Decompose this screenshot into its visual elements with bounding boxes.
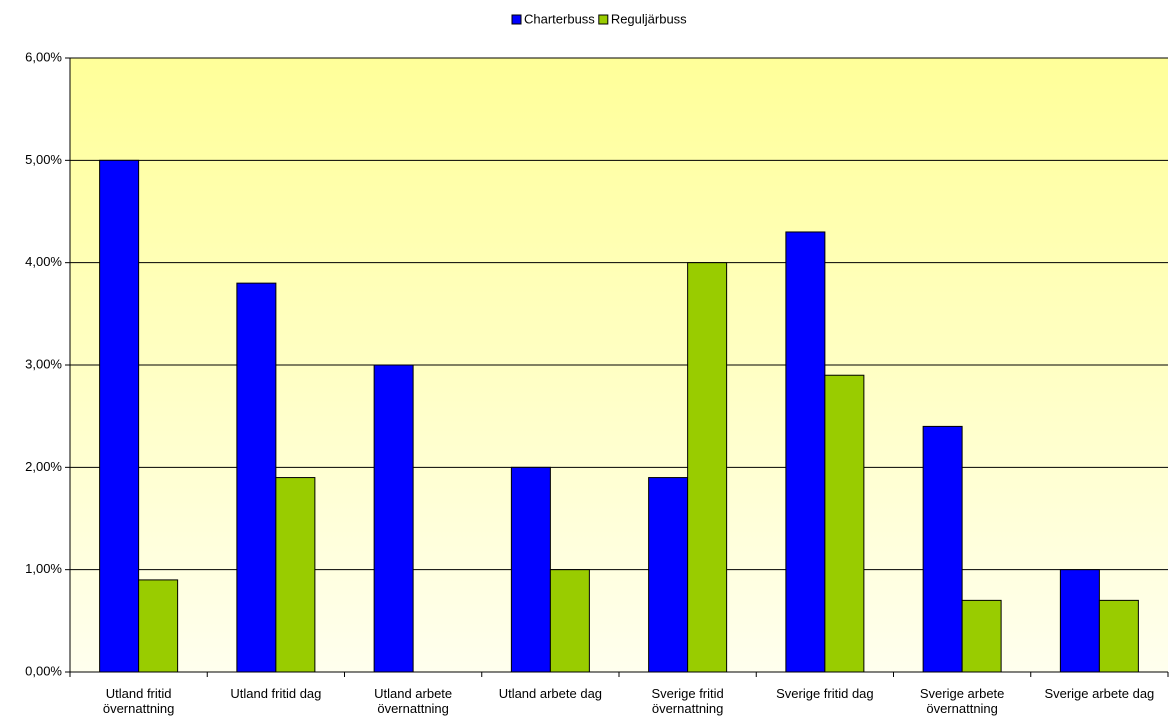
x-tick-label: Sverige arbete övernattning	[919, 686, 1005, 716]
bar	[549, 569, 590, 673]
bar	[961, 599, 1002, 673]
legend-swatch	[511, 14, 522, 25]
bar	[922, 425, 963, 673]
y-tick-label: 2,00%	[25, 459, 62, 474]
legend-label: Reguljärbuss	[611, 11, 687, 26]
bar	[236, 282, 277, 673]
legend-label: Charterbuss	[524, 11, 595, 26]
x-tick-label: Sverige fritid dag	[776, 686, 874, 701]
legend-swatch	[598, 14, 609, 25]
bar	[275, 477, 316, 673]
bar	[138, 579, 179, 673]
y-tick-label: 6,00%	[25, 49, 62, 64]
x-tick-label: Sverige arbete dag	[1044, 686, 1155, 701]
x-tick-label: Sverige fritid övernattning	[651, 686, 724, 716]
y-tick-label: 1,00%	[25, 561, 62, 576]
bar	[1098, 599, 1139, 673]
x-tick-label: Utland fritid dag	[230, 686, 322, 701]
bar	[373, 364, 414, 673]
bar	[1059, 569, 1100, 673]
y-tick-label: 4,00%	[25, 254, 62, 269]
bar	[648, 477, 689, 673]
bar	[687, 262, 728, 673]
bar	[510, 466, 551, 673]
bar	[785, 231, 826, 673]
bar	[99, 159, 140, 673]
y-tick-label: 0,00%	[25, 663, 62, 678]
x-tick-label: Utland arbete dag	[498, 686, 603, 701]
x-tick-label: Utland fritid övernattning	[102, 686, 175, 716]
y-tick-label: 5,00%	[25, 152, 62, 167]
bar	[824, 374, 865, 673]
x-tick-label: Utland arbete övernattning	[374, 686, 453, 716]
y-tick-label: 3,00%	[25, 356, 62, 371]
